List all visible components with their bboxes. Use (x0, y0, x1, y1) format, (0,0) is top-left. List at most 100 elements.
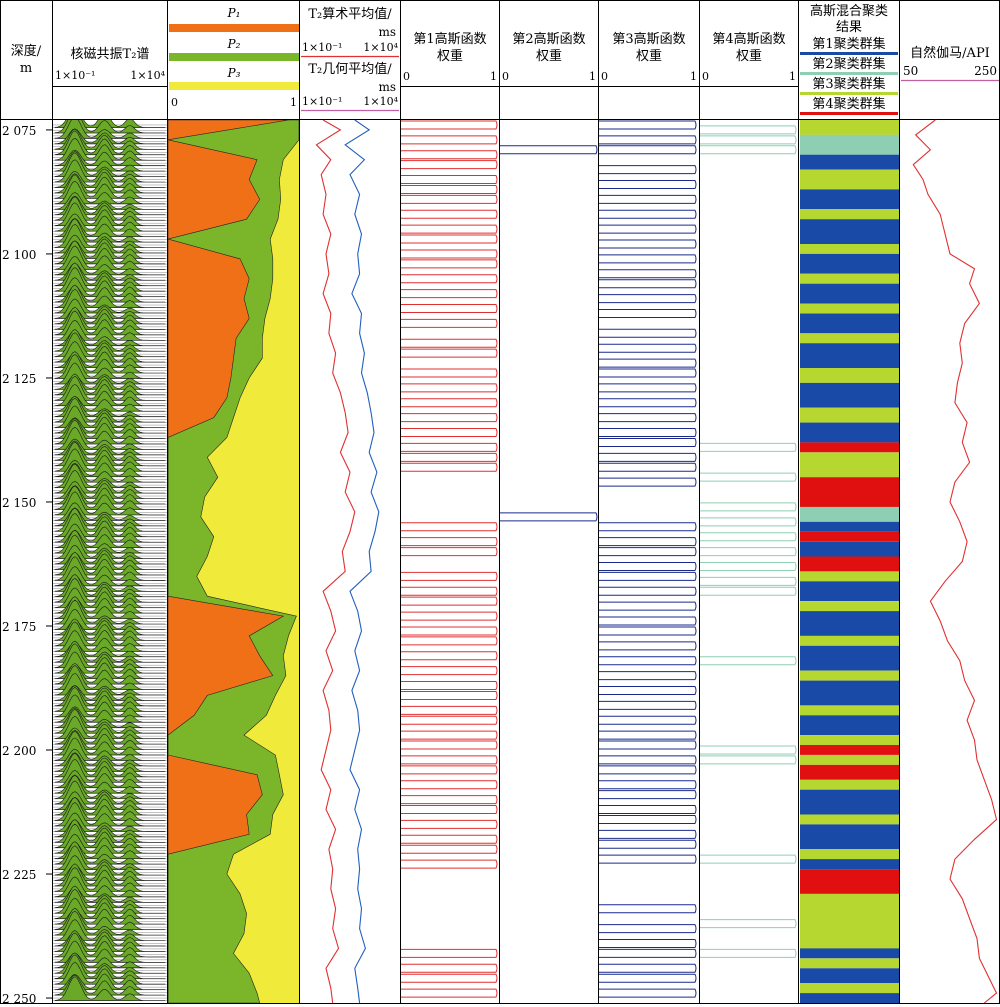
g3-spike (599, 269, 697, 279)
spectrum-curve (54, 812, 166, 832)
g3-spike (599, 239, 697, 249)
g1-spike (401, 522, 498, 532)
cluster-interval (800, 333, 899, 344)
p2-label: P₂ (227, 37, 241, 51)
t2-geo-max: 1×10⁴ (363, 95, 398, 108)
g3-spike (599, 904, 697, 914)
g1-spike (401, 234, 498, 244)
spectrum-curve (54, 245, 166, 270)
cluster-interval (800, 154, 899, 170)
cluster-subtitle: 结果 (836, 20, 862, 35)
spectrum-curve (54, 608, 166, 630)
g3-spike (599, 948, 697, 958)
g4-spike (700, 755, 797, 765)
g3-spike (599, 120, 697, 130)
cluster-interval (800, 531, 899, 542)
cluster-interval (800, 209, 899, 220)
g3-spike (599, 428, 697, 438)
g3-spike (599, 135, 697, 145)
depth-tick-label: 2 100 (2, 248, 36, 262)
spectrum-curve (54, 397, 166, 423)
cluster-interval (800, 169, 899, 190)
g1-spike (401, 626, 498, 636)
spectrum-curve (54, 665, 166, 690)
g1-spike (401, 135, 498, 145)
g2-title: 第2高斯函数 (512, 31, 585, 47)
cluster-interval (800, 601, 899, 612)
t2-geo-title: T₂几何平均值/ (308, 61, 392, 77)
g1-spike (401, 338, 498, 348)
g1-spike (401, 184, 498, 194)
depth-tick-label: 2 225 (2, 868, 36, 882)
g1-spike (401, 755, 498, 765)
g3-spike (599, 165, 697, 175)
g1-spike (401, 452, 498, 462)
g1-spike (401, 705, 498, 715)
depth-unit: m (20, 61, 32, 76)
g1-spike (401, 681, 498, 691)
g3-spike (599, 477, 697, 487)
g1-spike (401, 462, 498, 472)
g3-spike (599, 254, 697, 264)
spectrum-curve (54, 534, 166, 559)
porosity-min: 0 (171, 96, 178, 109)
cluster-interval (800, 645, 899, 671)
spectrum-curve (54, 441, 166, 467)
cluster3-legend-bar (800, 92, 898, 95)
spectrum-curve (54, 715, 166, 739)
cluster-interval (800, 506, 899, 522)
spectrum-curve (54, 298, 166, 319)
cluster-interval (800, 189, 899, 210)
spectrum-curve (54, 192, 166, 210)
spectrum-curve (54, 469, 166, 494)
g1-spike (401, 274, 498, 284)
g4-spike (700, 854, 797, 864)
spectrum-curve (54, 267, 166, 292)
spectrum-curve (54, 137, 166, 161)
g1-spike (401, 289, 498, 299)
spectrum-curve (54, 687, 166, 712)
spectrum-curve (54, 180, 166, 205)
g1-spike (401, 963, 498, 973)
g1-spike (401, 160, 498, 170)
cluster-interval (800, 968, 899, 984)
spectrum-curve (54, 730, 166, 756)
t2-geo-min: 1×10⁻¹ (302, 95, 342, 108)
t2-geo-curve (344, 119, 380, 1004)
g3-spike (599, 368, 697, 378)
g1-spike (401, 571, 498, 581)
spectrum-curve (54, 120, 166, 139)
g4-spike (700, 502, 797, 512)
spectrum-curve (54, 867, 166, 892)
cluster-interval (800, 779, 899, 790)
g3-spike (599, 780, 697, 790)
g3-spike (599, 209, 697, 219)
g4-min: 0 (702, 70, 709, 83)
p3-label: P₃ (227, 66, 241, 80)
g2-spike (500, 512, 598, 522)
g3-spike (599, 988, 697, 998)
gamma-track (912, 119, 998, 1004)
t2-spectrum-max: 1×10⁴ (130, 69, 165, 82)
spectrum-curve (54, 833, 166, 854)
cluster-interval (800, 313, 899, 334)
p1-label: P₁ (227, 6, 241, 20)
g1-spike (401, 224, 498, 234)
cluster-interval (800, 422, 899, 443)
g3-spike (599, 641, 697, 651)
g1-spike (401, 175, 498, 185)
cluster-interval (800, 705, 899, 716)
spectrum-curve (54, 919, 166, 941)
g1-spike (401, 442, 498, 452)
spectrum-curve (54, 213, 166, 232)
g4-spike (700, 576, 797, 586)
cluster-interval (800, 814, 899, 825)
spectrum-curve (54, 672, 166, 696)
g3-spike (599, 328, 697, 338)
g1-spike (401, 120, 498, 130)
cluster-interval (800, 824, 899, 850)
spectrum-curve (54, 566, 166, 587)
g1-spike (401, 150, 498, 160)
p1-legend-bar (169, 24, 299, 32)
